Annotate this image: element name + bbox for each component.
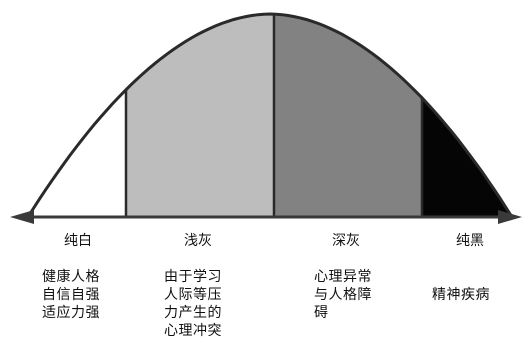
description-line: 健康人格 xyxy=(42,269,100,285)
description-line: 适应力强 xyxy=(42,305,100,321)
x-axis-right-arrowhead xyxy=(498,210,522,224)
zone-description-pure-black: 精神疾病 xyxy=(432,286,490,304)
zone-label-dark-gray: 深灰 xyxy=(332,233,360,249)
zone-dark-gray-fill xyxy=(274,14,422,217)
description-line: 心理异常 xyxy=(314,269,372,285)
zone-label-pure-black: 纯黑 xyxy=(456,233,484,249)
zone-description-dark-gray: 心理异常 与人格障 碍 xyxy=(314,268,372,322)
description-line: 自信自强 xyxy=(42,287,100,303)
description-line: 与人格障 xyxy=(314,287,372,303)
x-axis-left-arrowhead xyxy=(10,210,34,224)
mental-health-spectrum-diagram xyxy=(10,12,522,224)
bell-curve-outline xyxy=(26,12,514,218)
description-line: 碍 xyxy=(314,305,329,321)
description-line: 精神疾病 xyxy=(432,287,490,303)
description-line: 由于学习 xyxy=(164,269,222,285)
zone-label-pure-white: 纯白 xyxy=(64,233,92,249)
zone-description-pure-white: 健康人格 自信自强 适应力强 xyxy=(42,268,100,322)
zone-label-light-gray: 浅灰 xyxy=(184,233,212,249)
zone-description-light-gray: 由于学习 人际等压 力产生的 心理冲突 xyxy=(164,268,222,340)
description-line: 力产生的 xyxy=(164,305,222,321)
zone-pure-white-fill xyxy=(28,14,126,217)
description-line: 心理冲突 xyxy=(164,323,222,339)
description-line: 人际等压 xyxy=(164,287,222,303)
